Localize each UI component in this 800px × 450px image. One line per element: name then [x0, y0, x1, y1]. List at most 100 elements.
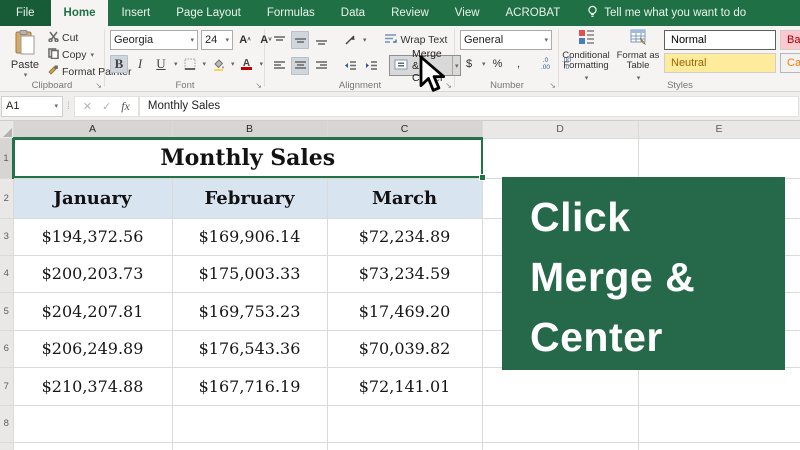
cell-d1[interactable] — [482, 138, 639, 179]
comma-button[interactable]: , — [516, 58, 521, 70]
row-header-2[interactable]: 2 — [0, 178, 14, 219]
cell-d8[interactable] — [482, 405, 639, 443]
bold-button[interactable]: B — [110, 55, 128, 73]
number-format-combo[interactable]: General ▾ — [460, 30, 552, 50]
conditional-formatting-button[interactable]: Conditional Formatting ▾ — [560, 29, 612, 84]
align-middle-button[interactable] — [291, 31, 309, 49]
style-calculation[interactable]: Calculation — [780, 53, 800, 73]
align-top-button[interactable] — [270, 31, 288, 49]
cell-d7[interactable] — [482, 367, 639, 406]
decrease-decimal-button[interactable]: .00 .0 — [558, 55, 576, 73]
row-header-9[interactable] — [0, 442, 14, 450]
cell-a3[interactable]: $194,372.56 — [13, 218, 173, 256]
cell-a7[interactable]: $210,374.88 — [13, 367, 173, 406]
style-bad[interactable]: Bad — [780, 30, 800, 50]
cell-b9[interactable] — [172, 442, 328, 450]
underline-button[interactable]: U — [156, 56, 166, 71]
number-dialog-launcher[interactable]: ↘ — [549, 81, 556, 90]
orientation-button[interactable] — [341, 31, 359, 49]
tab-data[interactable]: Data — [340, 7, 366, 19]
borders-dropdown-arrow[interactable]: ▾ — [202, 61, 207, 68]
cell-b6[interactable]: $176,543.36 — [172, 330, 328, 368]
font-color-button[interactable]: A — [238, 55, 256, 73]
cell-e1[interactable] — [638, 138, 800, 179]
cell-a8[interactable] — [13, 405, 173, 443]
formula-input[interactable]: Monthly Sales — [138, 95, 799, 117]
font-size-combo[interactable]: 24 ▾ — [201, 30, 233, 50]
cell-e8[interactable] — [638, 405, 800, 443]
orientation-dropdown-arrow[interactable]: ▾ — [363, 37, 367, 44]
cell-c9[interactable] — [327, 442, 483, 450]
clipboard-dialog-launcher[interactable]: ↘ — [95, 81, 102, 90]
column-header-c[interactable]: C — [327, 121, 483, 139]
copy-button[interactable]: Copy ▾ — [48, 48, 131, 62]
cell-march[interactable]: March — [327, 178, 483, 219]
tab-page-layout[interactable]: Page Layout — [176, 7, 241, 19]
column-header-a[interactable]: A — [13, 121, 173, 139]
cell-b3[interactable]: $169,906.14 — [172, 218, 328, 256]
tab-review[interactable]: Review — [391, 7, 429, 19]
enter-icon[interactable]: ✓ — [102, 100, 112, 113]
style-neutral[interactable]: Neutral — [664, 53, 776, 73]
currency-dropdown-arrow[interactable]: ▾ — [482, 61, 486, 68]
cell-c8[interactable] — [327, 405, 483, 443]
selection-fill-handle[interactable] — [479, 174, 486, 181]
wrap-text-button[interactable]: Wrap Text — [380, 30, 452, 50]
row-header-5[interactable]: 5 — [0, 292, 14, 331]
insert-function-icon[interactable]: fx — [121, 98, 130, 113]
paste-button[interactable]: Paste ▾ — [6, 30, 44, 86]
name-box[interactable]: A1 ▾ — [1, 95, 63, 117]
fill-color-button[interactable] — [209, 55, 227, 73]
column-header-e[interactable]: E — [638, 121, 800, 139]
shrink-font-button[interactable]: A ˅ — [260, 34, 272, 46]
align-left-button[interactable] — [270, 57, 288, 75]
cell-a4[interactable]: $200,203.73 — [13, 255, 173, 293]
tab-formulas[interactable]: Formulas — [266, 7, 315, 19]
format-as-table-button[interactable]: Format as Table ▾ — [612, 29, 664, 84]
align-right-button[interactable] — [312, 57, 330, 75]
tell-me-box[interactable]: Tell me what you want to do — [587, 0, 746, 26]
align-bottom-button[interactable] — [312, 31, 330, 49]
underline-dropdown-arrow[interactable]: ▾ — [174, 61, 178, 68]
cell-january[interactable]: January — [13, 178, 173, 219]
cell-b7[interactable]: $167,716.19 — [172, 367, 328, 406]
cell-d9[interactable] — [482, 442, 639, 450]
style-normal[interactable]: Normal — [664, 30, 776, 50]
grow-font-button[interactable]: A ˄ — [239, 34, 251, 46]
cell-a6[interactable]: $206,249.89 — [13, 330, 173, 368]
alignment-dialog-launcher[interactable]: ↘ — [445, 81, 452, 90]
cell-c5[interactable]: $17,469.20 — [327, 292, 483, 331]
column-header-b[interactable]: B — [172, 121, 328, 139]
cut-button[interactable]: Cut — [48, 31, 131, 45]
row-header-6[interactable]: 6 — [0, 330, 14, 368]
cell-february[interactable]: February — [172, 178, 328, 219]
tab-home[interactable]: Home — [50, 0, 109, 26]
cell-b8[interactable] — [172, 405, 328, 443]
cell-c6[interactable]: $70,039.82 — [327, 330, 483, 368]
cell-b4[interactable]: $175,003.33 — [172, 255, 328, 293]
align-center-button[interactable] — [291, 56, 309, 75]
font-name-combo[interactable]: Georgia ▾ — [110, 30, 198, 50]
decrease-indent-button[interactable] — [341, 57, 359, 75]
cell-e7[interactable] — [638, 367, 800, 406]
borders-button[interactable] — [181, 55, 199, 73]
cell-e9[interactable] — [638, 442, 800, 450]
fill-color-dropdown-arrow[interactable]: ▾ — [231, 61, 235, 68]
row-header-3[interactable]: 3 — [0, 218, 14, 256]
cell-title-monthly-sales[interactable]: Monthly Sales — [13, 138, 483, 179]
row-header-7[interactable]: 7 — [0, 367, 14, 406]
increase-indent-button[interactable] — [362, 57, 380, 75]
tab-insert[interactable]: Insert — [121, 7, 151, 19]
font-color-dropdown-arrow[interactable]: ▾ — [259, 61, 264, 68]
row-header-1[interactable]: 1 — [0, 138, 14, 179]
cell-a5[interactable]: $204,207.81 — [13, 292, 173, 331]
row-header-8[interactable]: 8 — [0, 405, 14, 443]
cell-c7[interactable]: $72,141.01 — [327, 367, 483, 406]
cell-c3[interactable]: $72,234.89 — [327, 218, 483, 256]
percent-button[interactable]: % — [492, 58, 503, 70]
cell-a9[interactable] — [13, 442, 173, 450]
cell-c4[interactable]: $73,234.59 — [327, 255, 483, 293]
font-dialog-launcher[interactable]: ↘ — [255, 81, 262, 90]
tab-view[interactable]: View — [454, 7, 480, 19]
cell-b5[interactable]: $169,753.23 — [172, 292, 328, 331]
